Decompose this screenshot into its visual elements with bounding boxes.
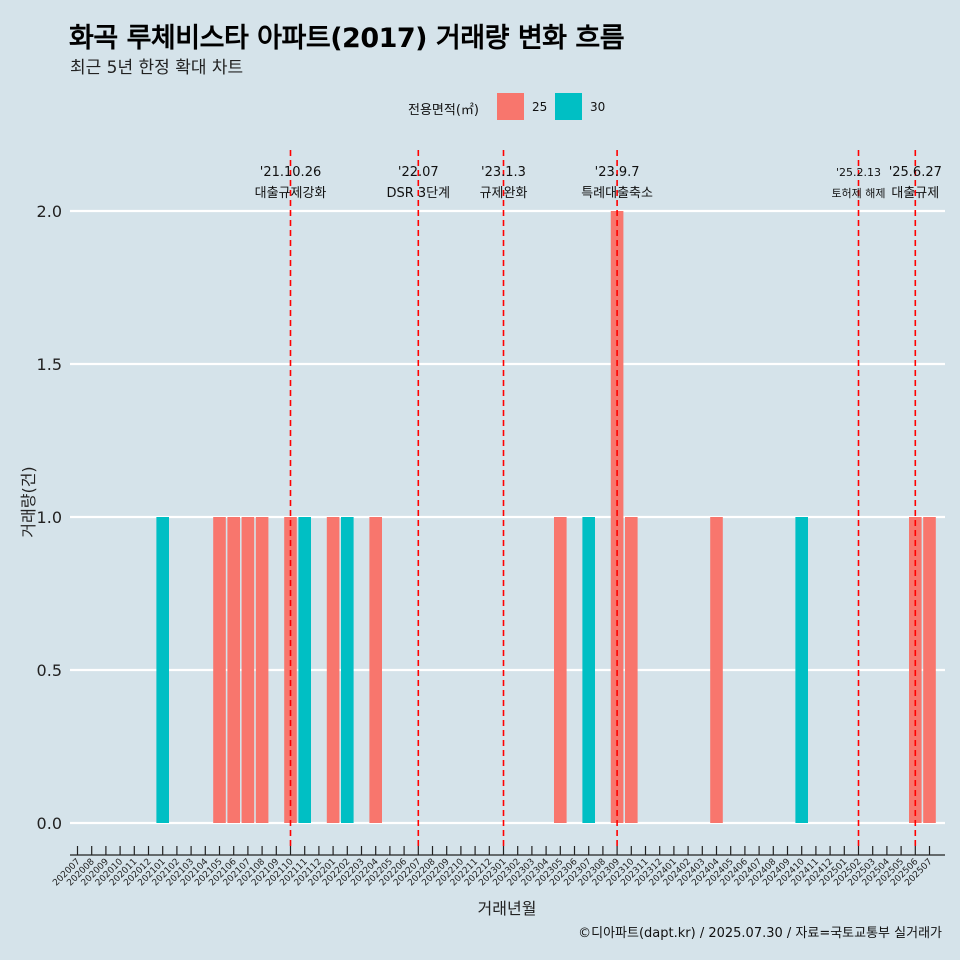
bar-25-202107 (241, 517, 255, 823)
bar-25-202309 (610, 211, 624, 823)
bar-30-202410 (795, 517, 808, 823)
bar-30-202307 (582, 517, 595, 823)
event-date: '25.6.27 (889, 165, 942, 180)
bar-25-202507 (923, 517, 936, 823)
legend-key-25 (497, 93, 524, 120)
bar-25-202204 (369, 517, 382, 823)
event-date: '23.1.3 (481, 165, 526, 180)
legend-title: 전용면적(㎡) (408, 103, 479, 118)
x-axis-title: 거래년월 (478, 899, 537, 918)
chart-title: 화곡 루체비스타 아파트(2017) 거래량 변화 흐름 (69, 23, 625, 54)
legend: 전용면적(㎡) 25 30 (0, 93, 960, 121)
bar-25-202105 (213, 517, 226, 823)
bar-25-202108 (255, 517, 269, 823)
bar-25-202106 (227, 517, 240, 823)
y-tick-label: 2.0 (37, 202, 62, 221)
event-date: '21.10.26 (260, 165, 321, 180)
y-tick-label: 0.0 (37, 814, 62, 833)
bar-25-202310 (625, 517, 638, 823)
legend-label-25: 25 (532, 100, 548, 114)
event-date: '22.07 (398, 165, 439, 180)
event-date: '23.9.7 (595, 165, 640, 180)
bar-25-202404 (710, 517, 723, 823)
bar-25-202201 (326, 517, 340, 823)
event-label: 규제완화 (480, 186, 528, 201)
chart-subtitle: 최근 5년 한정 확대 차트 (70, 58, 244, 78)
y-tick-label: 0.5 (37, 661, 62, 680)
caption: ©디아파트(dapt.kr) / 2025.07.30 / 자료=국토교통부 실… (578, 926, 942, 941)
event-label: 특례대출축소 (581, 186, 653, 201)
legend-key-30 (555, 93, 582, 120)
y-tick-label: 1.0 (37, 508, 62, 527)
bar-30-202101 (156, 517, 169, 823)
y-tick-label: 1.5 (37, 355, 62, 374)
y-axis-title: 거래량(건) (19, 466, 38, 537)
bar-30-202111 (298, 517, 311, 823)
legend-label-30: 30 (590, 100, 606, 114)
event-date: '25.2.13 (836, 166, 881, 179)
event-label: 대출규제강화 (255, 186, 327, 201)
bar-30-202202 (341, 517, 354, 823)
event-label: DSR 3단계 (386, 186, 450, 201)
event-label: 대출규제 (891, 186, 939, 201)
event-label: 토허제 해제 (831, 186, 885, 200)
bar-25-202305 (554, 517, 567, 823)
